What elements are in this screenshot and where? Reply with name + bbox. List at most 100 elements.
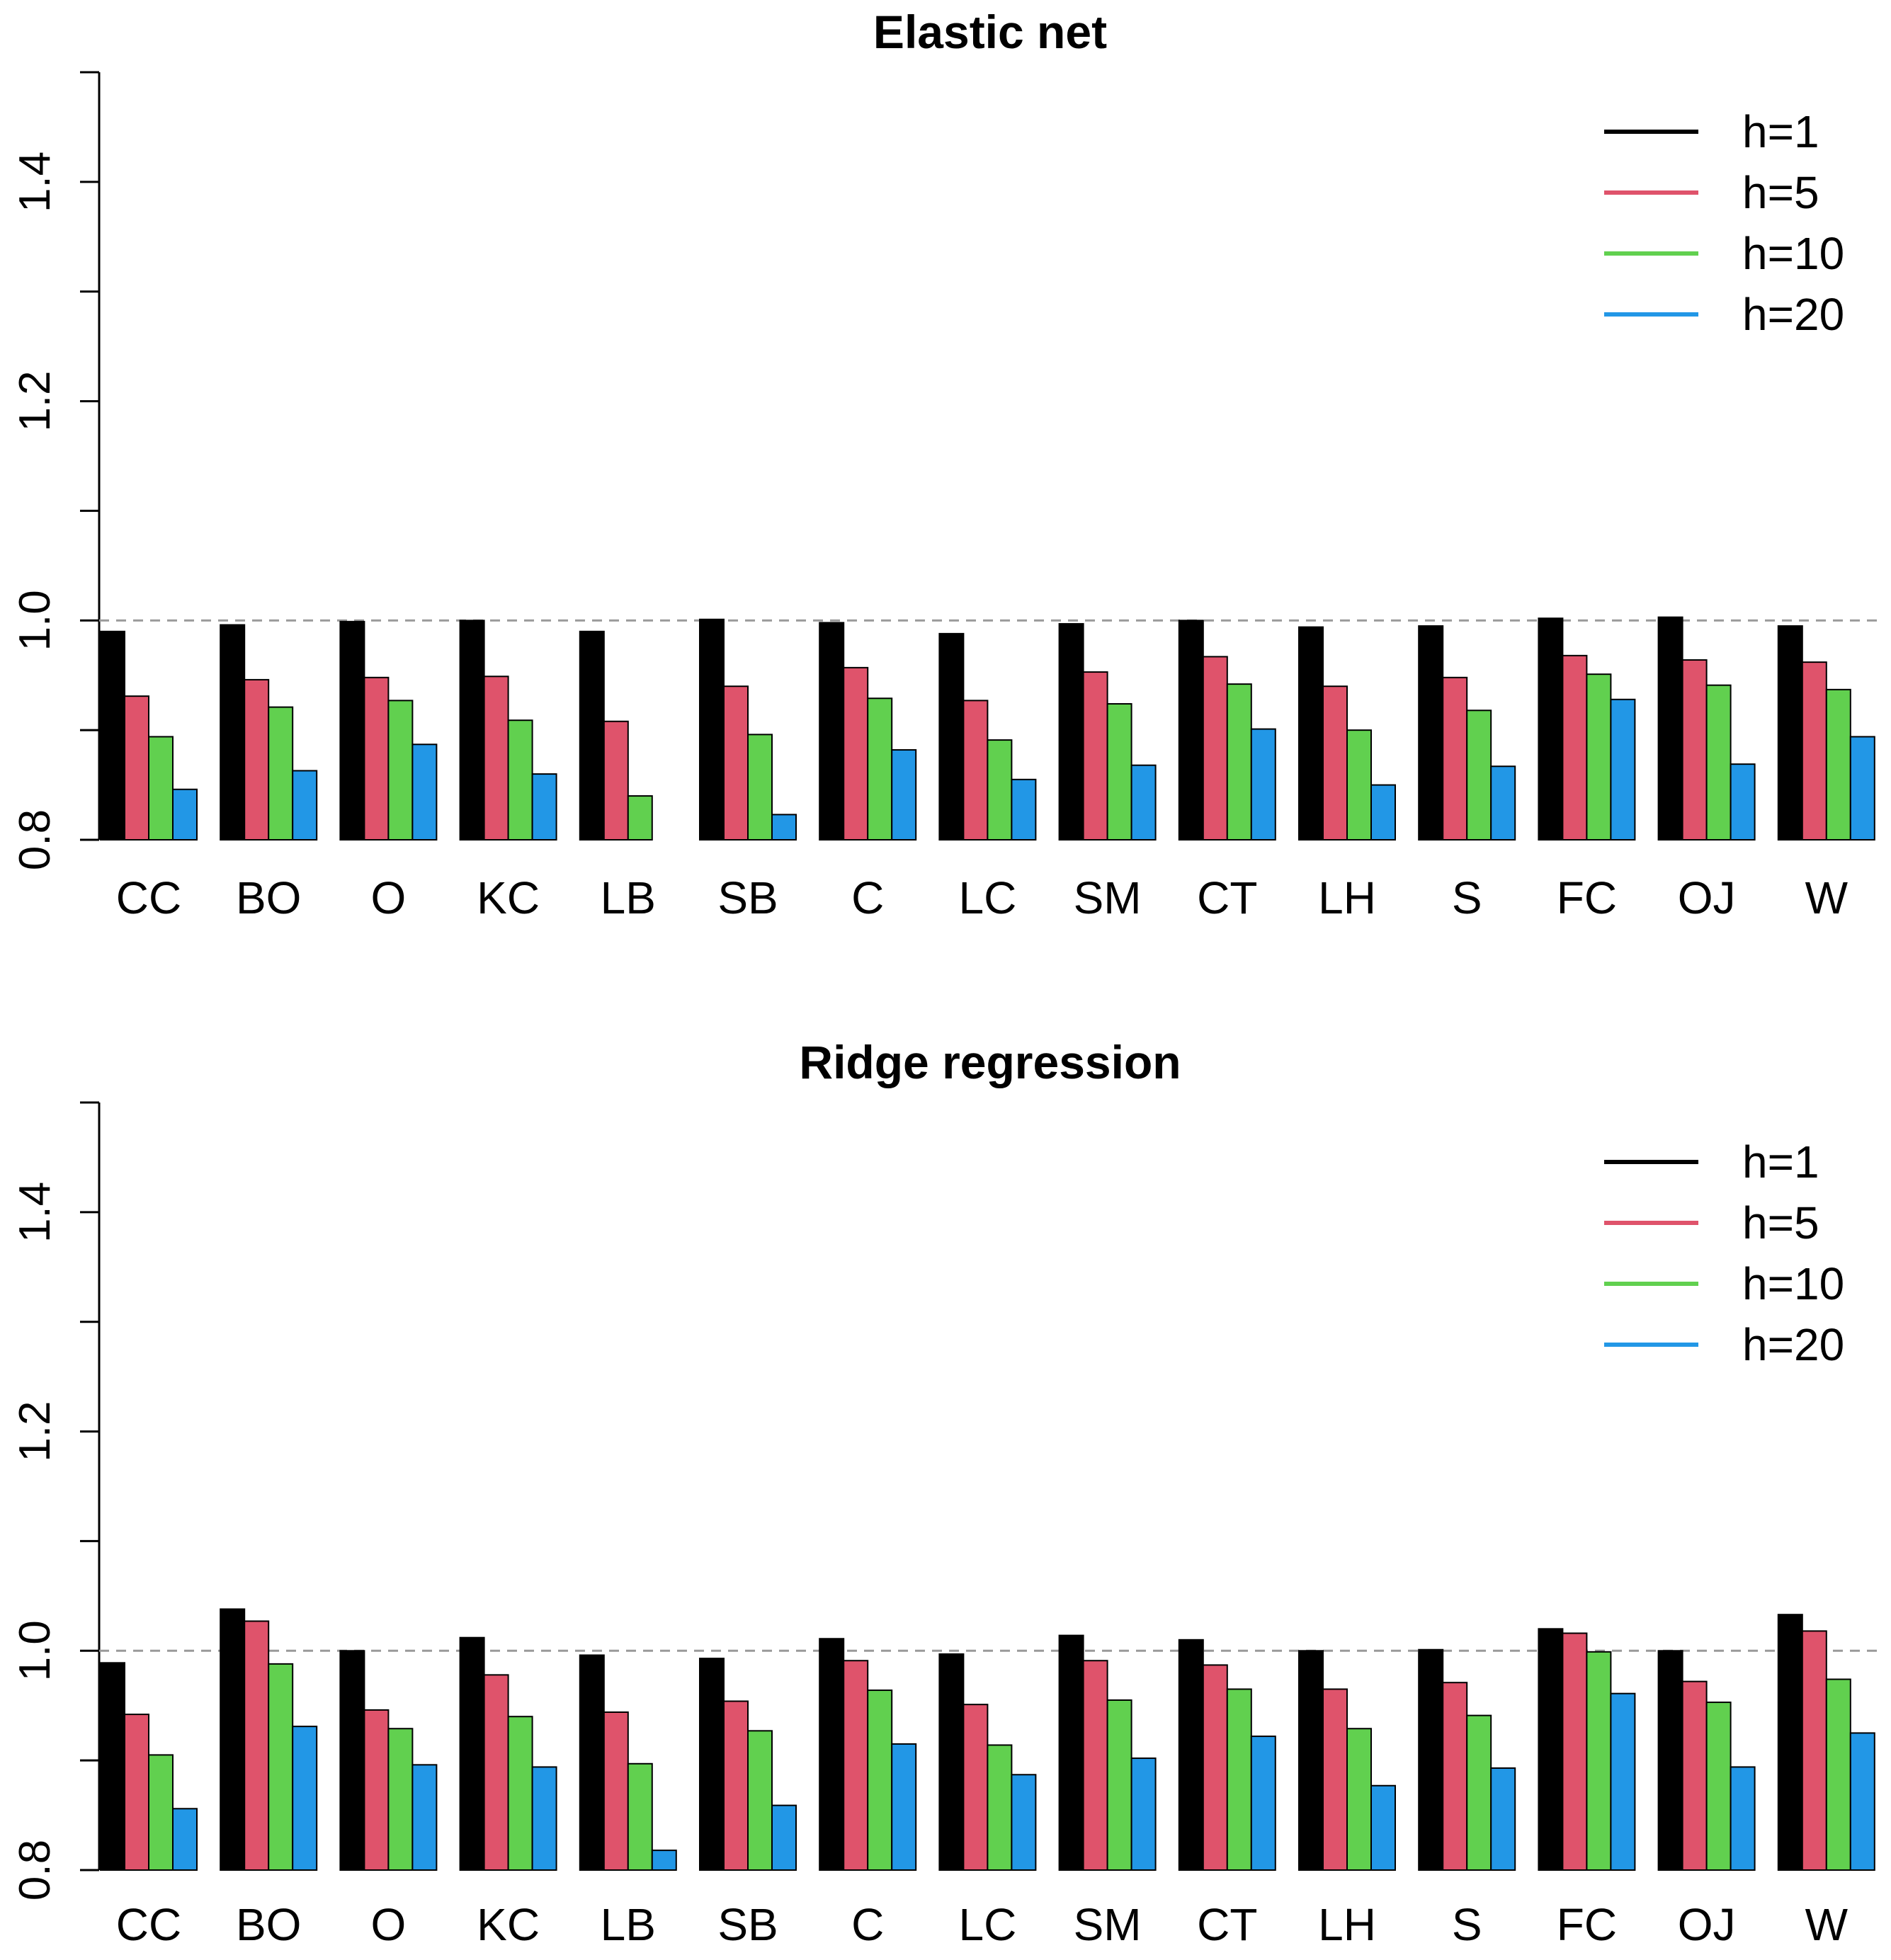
elastic-net-bar-w-h-5 xyxy=(1801,661,1827,841)
elastic-net-bar-lh-h-5 xyxy=(1322,685,1348,841)
ridge-regression-bar-s-h-1 xyxy=(1418,1648,1444,1871)
ridge-regression-bar-lh-h-10 xyxy=(1346,1728,1372,1871)
ridge-regression-bar-ct-h-5 xyxy=(1202,1664,1228,1871)
elastic-net-category-label-c: C xyxy=(851,872,884,923)
elastic-net-y-tick-label: 1.4 xyxy=(11,152,59,212)
elastic-net-bar-kc-h-1 xyxy=(459,620,485,841)
elastic-net-bar-lb-h-1 xyxy=(579,630,605,841)
elastic-net-category-label-sm: SM xyxy=(1074,872,1142,923)
ridge-regression-bar-fc-h-5 xyxy=(1562,1632,1588,1871)
ridge-regression-bar-lc-h-1 xyxy=(938,1653,965,1871)
elastic-net-bar-fc-h-5 xyxy=(1562,654,1588,841)
ridge-regression-bar-kc-h-5 xyxy=(483,1674,509,1871)
elastic-net-bar-lb-h-10 xyxy=(627,795,653,841)
ridge-regression-category-label-sb: SB xyxy=(717,1899,778,1950)
ridge-regression-bar-lh-h-5 xyxy=(1322,1688,1348,1871)
ridge-regression-legend-label-h-1: h=1 xyxy=(1742,1136,1819,1187)
ridge-regression-bar-lh-h-20 xyxy=(1370,1784,1396,1871)
ridge-regression-title: Ridge regression xyxy=(799,1036,1181,1088)
elastic-net-bar-c-h-1 xyxy=(819,622,845,841)
ridge-regression-bar-lb-h-1 xyxy=(579,1654,605,1871)
elastic-net-bar-sm-h-10 xyxy=(1106,702,1132,841)
ridge-regression-y-tick-label: 1.2 xyxy=(11,1401,59,1462)
ridge-regression-bar-s-h-10 xyxy=(1466,1714,1492,1871)
elastic-net-bar-lh-h-1 xyxy=(1298,626,1324,841)
elastic-net-bar-lc-h-1 xyxy=(938,632,965,841)
ridge-regression-bar-s-h-5 xyxy=(1442,1682,1468,1871)
ridge-regression-bar-oj-h-10 xyxy=(1705,1702,1732,1871)
ridge-regression-legend-label-h-10: h=10 xyxy=(1742,1258,1844,1309)
ridge-regression-bar-c-h-20 xyxy=(891,1743,917,1871)
ridge-regression-category-label-s: S xyxy=(1452,1899,1482,1950)
elastic-net-bar-oj-h-1 xyxy=(1657,616,1683,841)
elastic-net-category-label-sb: SB xyxy=(717,872,778,923)
ridge-regression-bar-o-h-1 xyxy=(339,1650,365,1871)
ridge-regression-bar-oj-h-5 xyxy=(1681,1680,1708,1871)
ridge-regression-category-label-lb: LB xyxy=(601,1899,656,1950)
elastic-net-bar-oj-h-20 xyxy=(1730,763,1756,841)
ridge-regression-bar-oj-h-20 xyxy=(1730,1766,1756,1871)
elastic-net-legend-label-h-10: h=10 xyxy=(1742,228,1844,279)
elastic-net-bar-lh-h-20 xyxy=(1370,784,1396,841)
ridge-regression-bar-sm-h-10 xyxy=(1106,1699,1132,1871)
elastic-net-category-label-lb: LB xyxy=(601,872,656,923)
ridge-regression-category-label-cc: CC xyxy=(116,1899,181,1950)
ridge-regression-bar-kc-h-10 xyxy=(507,1716,533,1871)
ridge-regression-bar-sm-h-1 xyxy=(1058,1634,1084,1871)
elastic-net-category-label-w: W xyxy=(1805,872,1849,923)
ridge-regression-bar-bo-h-5 xyxy=(244,1620,270,1871)
elastic-net-bar-oj-h-10 xyxy=(1705,684,1732,841)
elastic-net-category-label-lh: LH xyxy=(1318,872,1376,923)
elastic-net-bar-ct-h-5 xyxy=(1202,656,1228,841)
ridge-regression-category-label-oj: OJ xyxy=(1678,1899,1736,1950)
elastic-net-bar-bo-h-5 xyxy=(244,678,270,841)
elastic-net-bar-bo-h-10 xyxy=(268,706,294,841)
ridge-regression-bar-lb-h-10 xyxy=(627,1762,653,1871)
ridge-regression-bar-w-h-1 xyxy=(1777,1614,1803,1871)
ridge-regression-y-tick-label: 1.0 xyxy=(11,1620,59,1681)
elastic-net-bar-cc-h-1 xyxy=(100,630,125,841)
ridge-regression-legend-label-h-20: h=20 xyxy=(1742,1319,1844,1370)
elastic-net-bar-s-h-1 xyxy=(1418,625,1444,841)
ridge-regression-category-label-ct: CT xyxy=(1197,1899,1257,1950)
ridge-regression-bar-oj-h-1 xyxy=(1657,1650,1683,1871)
ridge-regression-bar-sb-h-10 xyxy=(747,1730,773,1871)
elastic-net-bar-s-h-20 xyxy=(1490,765,1516,841)
ridge-regression-bar-cc-h-5 xyxy=(124,1714,149,1871)
elastic-net-bar-sb-h-5 xyxy=(723,685,749,841)
elastic-net-bar-w-h-20 xyxy=(1849,736,1875,841)
elastic-net-category-label-lc: LC xyxy=(958,872,1016,923)
ridge-regression-bar-lb-h-5 xyxy=(603,1711,629,1871)
elastic-net-bar-kc-h-5 xyxy=(483,676,509,841)
elastic-net-title: Elastic net xyxy=(873,6,1107,58)
elastic-net-bar-o-h-1 xyxy=(339,620,365,841)
elastic-net-bar-sb-h-10 xyxy=(747,734,773,841)
ridge-regression-bar-sb-h-5 xyxy=(723,1700,749,1871)
elastic-net-bar-sm-h-5 xyxy=(1082,671,1108,841)
elastic-net-bar-ct-h-10 xyxy=(1226,683,1252,841)
elastic-net-bar-c-h-5 xyxy=(843,666,869,841)
ridge-regression-bar-lc-h-10 xyxy=(987,1744,1013,1871)
ridge-regression-bar-kc-h-1 xyxy=(459,1636,485,1871)
elastic-net-legend-label-h-5: h=5 xyxy=(1742,167,1819,218)
elastic-net-bar-oj-h-5 xyxy=(1681,659,1708,841)
elastic-net-category-label-s: S xyxy=(1452,872,1482,923)
ridge-regression-category-label-bo: BO xyxy=(236,1899,301,1950)
elastic-net-bar-cc-h-10 xyxy=(148,736,174,841)
ridge-regression-bar-ct-h-1 xyxy=(1178,1639,1204,1871)
ridge-regression-category-label-w: W xyxy=(1805,1899,1849,1950)
ridge-regression-bar-fc-h-1 xyxy=(1538,1628,1564,1871)
elastic-net-bar-fc-h-1 xyxy=(1538,617,1564,841)
ridge-regression-bar-lb-h-20 xyxy=(651,1850,677,1871)
ridge-regression-panel: Ridge regression 0.8 1.0 1.2 1.4 CC BO O KC LB SB… xyxy=(11,1036,1877,1950)
elastic-net-category-label-kc: KC xyxy=(477,872,540,923)
elastic-net-legend-label-h-20: h=20 xyxy=(1742,289,1844,340)
ridge-regression-category-label-kc: KC xyxy=(477,1899,540,1950)
elastic-net-bar-o-h-10 xyxy=(387,700,414,841)
ridge-regression-y-tick-label: 1.4 xyxy=(11,1182,59,1243)
elastic-net-bar-sm-h-20 xyxy=(1130,764,1157,841)
elastic-net-bar-w-h-1 xyxy=(1777,625,1803,841)
elastic-net-bar-ct-h-1 xyxy=(1178,620,1204,841)
elastic-net-bar-cc-h-5 xyxy=(124,695,149,841)
